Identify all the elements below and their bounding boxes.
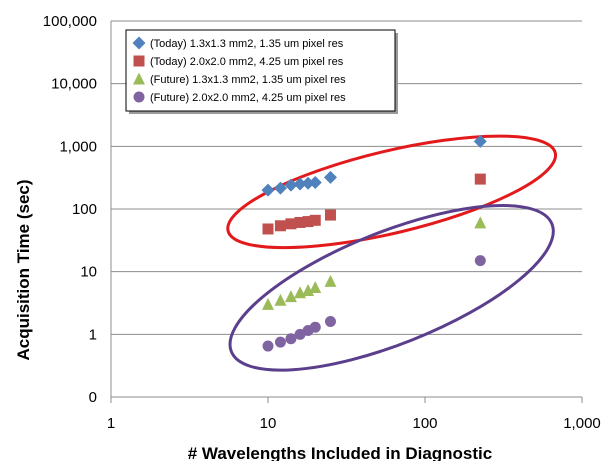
- y-tick-label: 1: [89, 326, 97, 343]
- triangle-point: [262, 297, 274, 310]
- annotation-ellipse: [226, 134, 558, 250]
- y-tick-label: 0: [89, 389, 97, 406]
- annotation-ellipse: [228, 204, 555, 372]
- annotation-ellipses: [226, 134, 558, 372]
- legend-label: (Future) 2.0x2.0 mm2, 4.25 um pixel res: [150, 92, 346, 104]
- triangle-point: [324, 274, 337, 287]
- triangle-point: [284, 290, 297, 303]
- y-tick-label: 10: [80, 264, 97, 281]
- square-point: [324, 209, 336, 221]
- triangle-point: [474, 216, 487, 229]
- square-point: [133, 55, 145, 67]
- x-axis-title: # Wavelengths Included in Diagnostic: [188, 444, 492, 461]
- legend: (Today) 1.3x1.3 mm2, 1.35 um pixel res (T…: [125, 29, 398, 114]
- circle-point: [133, 91, 145, 103]
- circle-point: [262, 340, 274, 352]
- square-point: [309, 214, 321, 226]
- triangle-point: [309, 280, 322, 293]
- y-tick-label: 100: [72, 201, 97, 218]
- circle-point: [474, 255, 486, 267]
- circle-point: [309, 321, 321, 333]
- diamond-point: [473, 134, 487, 148]
- triangle-point: [133, 72, 145, 85]
- circle-point: [274, 336, 286, 348]
- square-point: [274, 220, 286, 232]
- square-point: [285, 218, 297, 230]
- square-point: [302, 216, 314, 228]
- data-points: [261, 134, 487, 352]
- y-axis-title: Acquisition Time (sec): [14, 179, 33, 360]
- circle-point: [324, 316, 336, 328]
- x-tick-label: 1,000: [563, 415, 601, 432]
- circle-point: [285, 333, 297, 345]
- x-tick-label: 100: [412, 415, 437, 432]
- diamond-point: [261, 183, 275, 197]
- diamond-point: [308, 175, 322, 189]
- diamond-point: [293, 177, 307, 191]
- diamond-point: [284, 178, 298, 192]
- triangle-point: [302, 284, 315, 297]
- diamond-point: [323, 170, 337, 184]
- square-point: [294, 216, 306, 228]
- diamond-point: [132, 36, 146, 50]
- x-tick-label: 10: [260, 415, 277, 432]
- legend-label: (Today) 1.3x1.3 mm2, 1.35 um pixel res: [150, 38, 344, 50]
- legend-label: (Today) 2.0x2.0 mm2, 4.25 um pixel res: [150, 56, 344, 68]
- diamond-point: [273, 181, 287, 195]
- y-tick-label: 100,000: [43, 13, 97, 30]
- legend-box: [125, 29, 396, 112]
- square-point: [262, 223, 274, 235]
- square-point: [474, 173, 486, 185]
- x-tick-label: 1: [107, 415, 115, 432]
- legend-label: (Future) 1.3x1.3 mm2, 1.35 um pixel res: [150, 74, 346, 86]
- y-tick-label: 1,000: [59, 138, 97, 155]
- triangle-point: [274, 293, 287, 306]
- axes: [110, 21, 583, 403]
- y-tick-label: 10,000: [51, 76, 97, 93]
